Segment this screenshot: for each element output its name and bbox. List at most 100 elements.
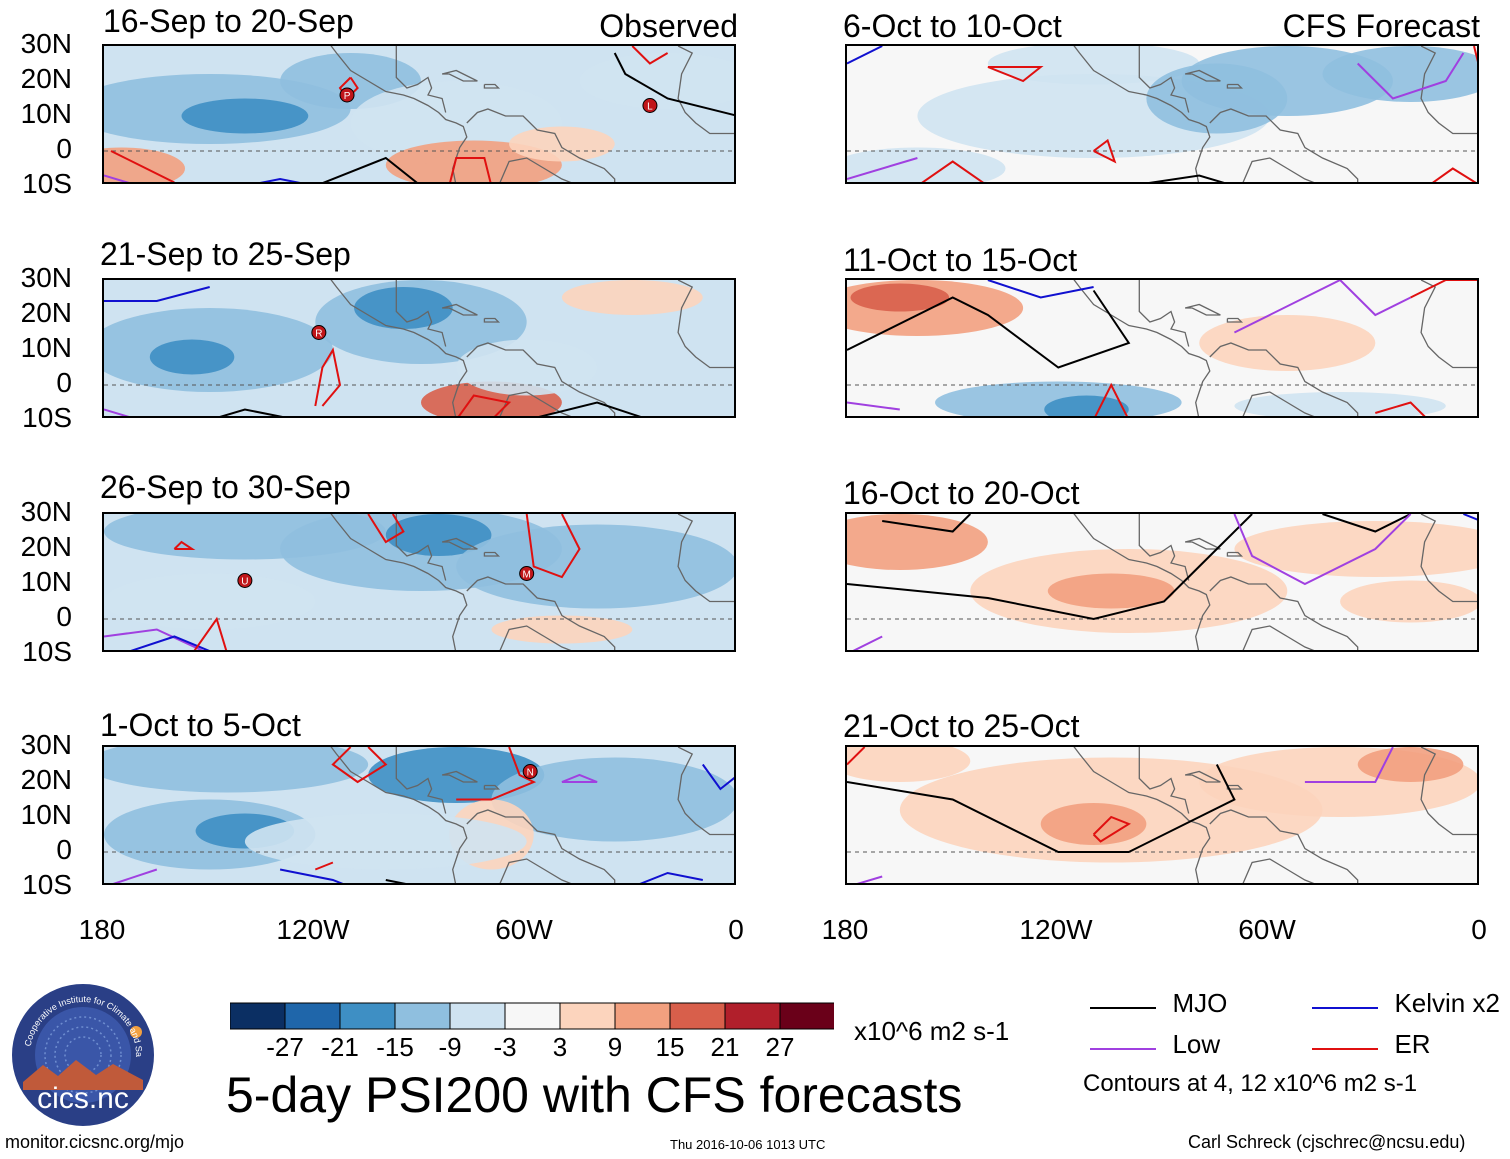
- lat-label: 20N: [20, 531, 72, 562]
- colorbar-swatch: [779, 1002, 836, 1030]
- coastline: [1420, 280, 1477, 369]
- coastline: [1420, 514, 1477, 603]
- colorbar-tick: -27: [266, 1032, 304, 1062]
- anomaly-shading: [847, 147, 1006, 182]
- coastline: [466, 576, 616, 650]
- colorbar-swatch: [669, 1002, 726, 1030]
- contour-line: [1093, 138, 1117, 164]
- coastline: [1209, 576, 1359, 650]
- contour-line: [367, 514, 405, 544]
- coastline: [466, 342, 616, 416]
- lat-label: 20N: [20, 63, 72, 94]
- storm-marker-letter: P: [344, 91, 351, 102]
- coastline: [1138, 747, 1190, 814]
- observed-label: Observed: [599, 8, 738, 44]
- colorbar-swatch: [504, 1002, 561, 1030]
- contour-line: [1375, 401, 1426, 416]
- contour-line: [1339, 280, 1412, 317]
- colorbar-units: x10^6 m2 s-1: [854, 1016, 1010, 1046]
- anomaly-shading: [561, 280, 703, 315]
- storm-marker-letter: M: [522, 570, 530, 581]
- coastline: [1073, 514, 1211, 650]
- contour-line: [847, 401, 900, 411]
- footer-url: monitor.cicsnc.org/mjo: [5, 1132, 185, 1152]
- contours-note: Contours at 4, 12 x10^6 m2 s-1: [1083, 1070, 1418, 1097]
- coastline: [1073, 280, 1211, 416]
- legend-er: ER: [1310, 1031, 1431, 1062]
- coastline: [441, 303, 478, 316]
- lat-label: 30N: [20, 729, 72, 760]
- colorbar-tick: -21: [321, 1032, 359, 1062]
- coastline: [499, 625, 572, 650]
- contour-line: [921, 160, 984, 182]
- contour-line: [314, 861, 334, 871]
- coastline: [395, 514, 447, 581]
- coastline: [1226, 551, 1244, 557]
- anomaly-shading: [1040, 803, 1147, 845]
- coastline: [483, 317, 501, 323]
- colorbar-tick: 3: [552, 1032, 568, 1062]
- contour-line: [613, 52, 734, 117]
- lat-label: 10N: [20, 332, 72, 363]
- colorbar-tick: 21: [710, 1032, 740, 1062]
- observed-map-panel-2: R: [102, 278, 736, 418]
- coastline: [1138, 514, 1190, 581]
- contour-line: [987, 280, 1094, 299]
- anomaly-shading: [847, 747, 971, 782]
- anomaly-shading: [385, 514, 492, 556]
- contour-line: [882, 514, 972, 533]
- legend-mjo: MJO: [1088, 990, 1227, 1021]
- observed-map-panel-4: N: [102, 745, 736, 885]
- lon-label-180-right: 180: [821, 914, 869, 945]
- coastline: [1209, 108, 1359, 182]
- lat-label: 0: [56, 834, 72, 865]
- coastline: [1073, 747, 1211, 883]
- colorbar-swatch: [449, 1002, 506, 1030]
- colorbar-tick: -9: [438, 1032, 462, 1062]
- anomaly-shading: [104, 747, 369, 793]
- contour-line: [1463, 514, 1477, 521]
- coastline: [499, 391, 572, 416]
- contour-line: [456, 747, 537, 801]
- contour-line: [104, 286, 210, 302]
- anomaly-shading: [1146, 63, 1288, 134]
- contour-line: [856, 875, 883, 883]
- coastline: [466, 809, 616, 883]
- contour-line: [1432, 167, 1477, 182]
- anomaly-shading: [149, 339, 235, 375]
- lon-label-120w-right: 120W: [1019, 914, 1093, 945]
- anomaly-shading: [1199, 315, 1376, 371]
- storm-marker-letter: N: [527, 768, 534, 779]
- coastline: [1226, 317, 1244, 323]
- coastline: [1242, 858, 1315, 883]
- colorbar-tick: 15: [655, 1032, 685, 1062]
- lat-label: 10S: [22, 402, 72, 433]
- contour-line: [847, 289, 1131, 369]
- observed-panel-title-4: 1-Oct to 5-Oct: [100, 707, 301, 743]
- colorbar-swatch: [394, 1002, 451, 1030]
- lon-label-0-left: 0: [728, 914, 744, 945]
- coastline: [1420, 46, 1477, 135]
- colorbar-tick: -3: [493, 1032, 517, 1062]
- anomaly-shading: [104, 573, 316, 630]
- logo-text: cics.nc: [37, 1082, 129, 1115]
- main-title: 5-day PSI200 with CFS forecasts: [226, 1067, 963, 1123]
- anomaly-shading: [1322, 46, 1477, 102]
- storm-marker: N: [522, 764, 538, 779]
- anomaly-shading: [456, 339, 598, 396]
- storm-marker: M: [519, 566, 535, 581]
- lon-label-60w-right: 60W: [1238, 914, 1296, 945]
- contour-line: [561, 773, 598, 783]
- colorbar-swatch: [614, 1002, 671, 1030]
- contour-line: [701, 763, 734, 791]
- anomaly-shading: [491, 615, 633, 644]
- coastline: [677, 514, 734, 603]
- contour-line: [525, 514, 581, 579]
- anomaly-shading: [579, 53, 734, 109]
- lat-label: 30N: [20, 262, 72, 293]
- legend-kelvin: Kelvin x2: [1310, 990, 1500, 1021]
- anomaly-shading: [491, 757, 734, 842]
- forecast-panel-title-3: 16-Oct to 20-Oct: [843, 475, 1080, 511]
- contour-line: [219, 408, 283, 416]
- anomaly-shading: [1357, 747, 1464, 782]
